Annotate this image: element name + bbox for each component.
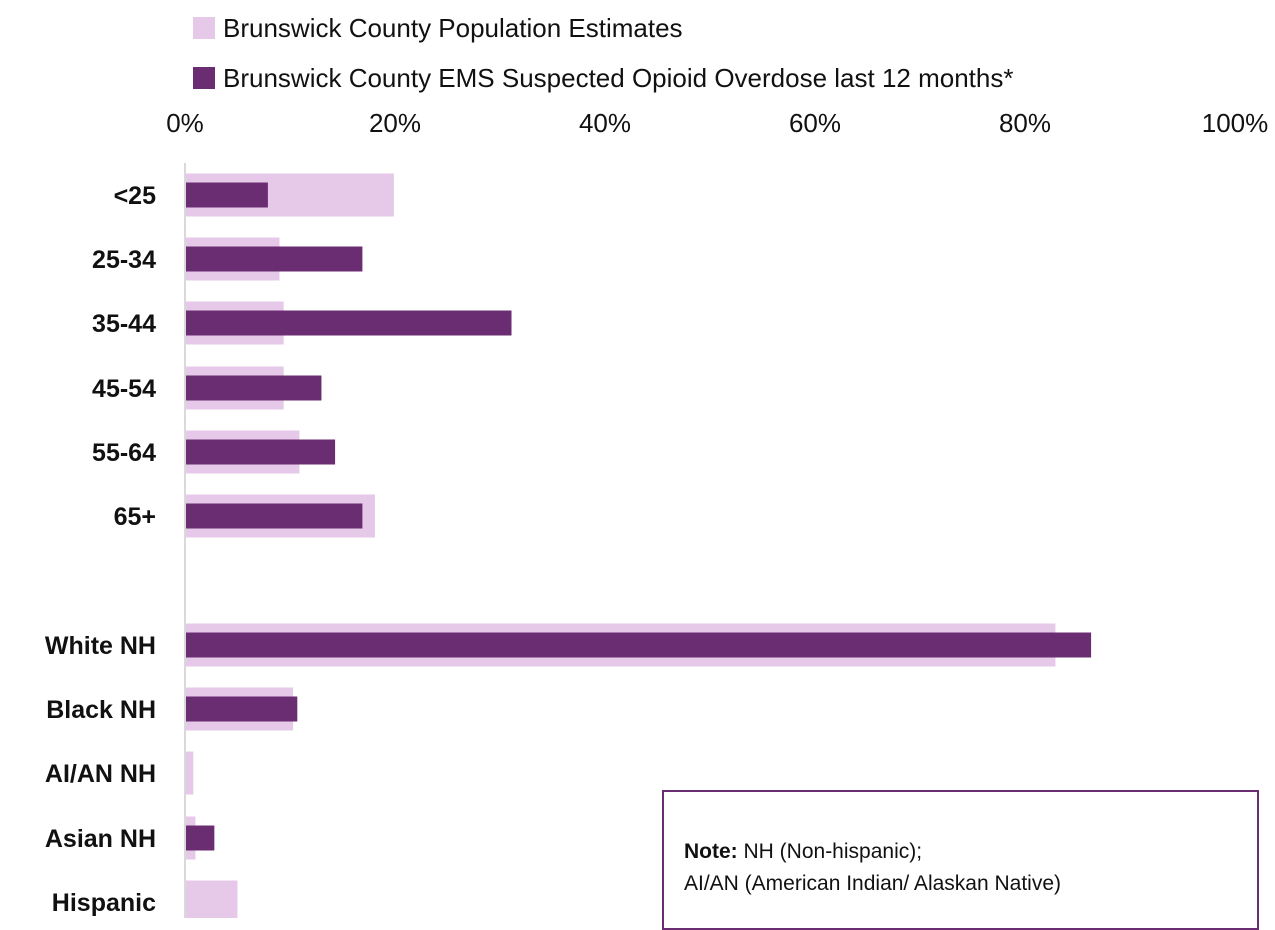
y-category-label: AI/AN NH [45, 760, 156, 788]
x-tick-label: 40% [579, 108, 631, 138]
bar-population [186, 751, 194, 795]
y-category-label: 55-64 [92, 439, 156, 467]
legend-label-overdose: Brunswick County EMS Suspected Opioid Ov… [223, 62, 1014, 93]
y-category-label: Black NH [46, 696, 156, 724]
bar-overdose [186, 632, 1092, 658]
x-tick-label: 20% [369, 108, 421, 138]
chart-legend: Brunswick County Population Estimates Br… [193, 10, 1014, 110]
legend-swatch-population [193, 17, 215, 39]
bar-overdose [186, 503, 363, 529]
y-category-label: 35-44 [92, 310, 156, 338]
legend-item-population: Brunswick County Population Estimates [193, 10, 1014, 46]
note-line-1: NH (Non-hispanic); [737, 840, 923, 863]
bar-overdose [186, 246, 363, 272]
note-line-2: AI/AN (American Indian/ Alaskan Native) [684, 872, 1061, 895]
y-category-label: <25 [114, 182, 157, 210]
bar-overdose [186, 696, 298, 722]
x-tick-label: 100% [1202, 108, 1269, 138]
x-tick-label: 0% [166, 108, 204, 138]
y-category-label: White NH [45, 632, 156, 660]
legend-label-population: Brunswick County Population Estimates [223, 12, 683, 43]
legend-swatch-overdose [193, 67, 215, 89]
bar-overdose [186, 825, 215, 851]
y-category-label: Asian NH [45, 825, 156, 853]
y-category-label: 65+ [114, 503, 156, 531]
x-tick-label: 80% [999, 108, 1051, 138]
bar-overdose [186, 310, 512, 336]
bar-population [186, 880, 238, 918]
y-category-label: 25-34 [92, 246, 156, 274]
bar-overdose [186, 375, 322, 401]
bar-overdose [186, 182, 268, 208]
note-label: Note: [684, 840, 738, 863]
bar-overdose [186, 439, 336, 465]
x-tick-label: 60% [789, 108, 841, 138]
y-category-label: Hispanic [52, 889, 156, 917]
legend-item-overdose: Brunswick County EMS Suspected Opioid Ov… [193, 60, 1014, 96]
note-box: Note: NH (Non-hispanic); AI/AN (American… [662, 790, 1259, 930]
y-category-label: 45-54 [92, 375, 156, 403]
